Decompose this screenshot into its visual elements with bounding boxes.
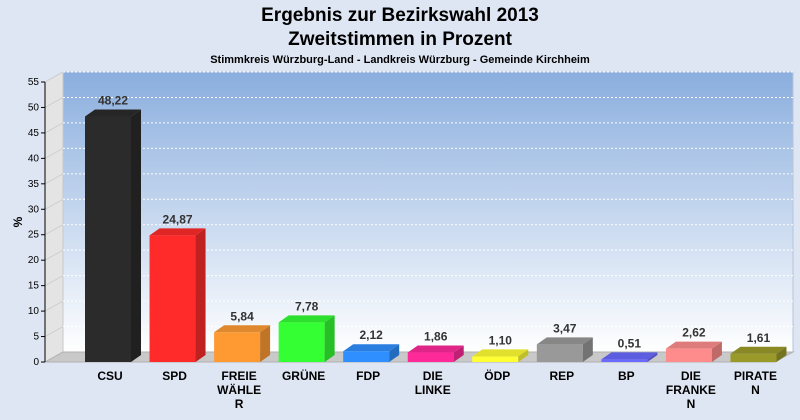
bar [472, 356, 519, 362]
y-tick-label: 55 [28, 77, 40, 88]
y-tick-label: 20 [28, 255, 40, 266]
bar-side [518, 349, 529, 362]
bar-top [536, 337, 593, 345]
gridline-wall [44, 122, 64, 134]
bar-top [601, 352, 658, 360]
x-tick-label: N [751, 383, 760, 397]
data-label: 5,84 [230, 309, 254, 323]
plot-left-wall [44, 71, 64, 363]
bar-top [85, 109, 141, 117]
y-tick-label: 50 [28, 102, 40, 113]
x-tick-label: SPD [162, 369, 187, 383]
bar [730, 353, 777, 362]
bar-side [711, 341, 722, 362]
data-label: 1,10 [489, 333, 513, 347]
gridline-wall [44, 71, 64, 83]
x-tick-label: BP [618, 369, 635, 383]
y-axis-label: % [11, 216, 25, 227]
x-tick-label: ÖDP [484, 368, 510, 383]
bar [214, 332, 261, 362]
bar-side [131, 109, 141, 363]
chart-subtitle: Stimmkreis Würzburg-Land - Landkreis Wür… [210, 54, 590, 66]
bar-top [730, 346, 787, 354]
y-tick-label: 45 [28, 128, 40, 139]
data-label: 1,86 [424, 330, 448, 344]
data-label: 7,78 [295, 299, 319, 313]
x-tick-label: GRÜNE [282, 368, 325, 383]
gridline-wall [44, 147, 64, 159]
x-tick-label: FRANKE [666, 383, 716, 397]
gridline-wall [44, 173, 64, 185]
bar [407, 352, 454, 362]
y-tick-label: 40 [28, 153, 40, 164]
bar [343, 351, 390, 362]
y-tick-label: 25 [28, 230, 40, 241]
x-tick-label: CSU [97, 369, 122, 383]
bar-top [472, 349, 529, 357]
data-label: 3,47 [553, 321, 577, 335]
x-tick-label: DIE [423, 369, 443, 383]
gridline-wall [44, 249, 64, 261]
bar-side [776, 346, 787, 362]
bar-side [647, 352, 658, 362]
bar-top [665, 341, 722, 349]
bar-top [149, 228, 206, 236]
bar-top [278, 315, 335, 323]
data-label: 2,12 [360, 328, 384, 342]
y-tick-label: 10 [28, 306, 40, 317]
bar [278, 322, 325, 362]
data-label: 2,62 [682, 326, 706, 340]
y-tick-label: 5 [33, 332, 39, 343]
y-tick-label: 0 [33, 357, 39, 368]
bar [85, 116, 131, 363]
x-tick-label: N [687, 397, 696, 411]
gridline-wall [44, 300, 64, 312]
bar-side [389, 344, 400, 362]
y-tick-label: 30 [28, 204, 40, 215]
gridline-wall [44, 224, 64, 236]
y-tick-label: 15 [28, 281, 40, 292]
bar-side [324, 315, 335, 362]
bar-side [195, 228, 206, 362]
chart-title-line2: Zweitstimmen in Prozent [288, 29, 512, 50]
x-tick-label: FDP [356, 369, 380, 383]
x-tick-label: LINKE [415, 383, 451, 397]
y-tick-label: 35 [28, 179, 40, 190]
bar [601, 359, 648, 362]
chart-title-line1: Ergebnis zur Bezirkswahl 2013 [261, 5, 539, 26]
bar-side [260, 325, 271, 362]
bar [149, 235, 196, 362]
x-tick-label: R [235, 397, 244, 411]
gridline-wall [44, 275, 64, 287]
gridline-wall [44, 198, 64, 210]
chart-title: Ergebnis zur Bezirkswahl 2013 Zweitstimm… [0, 4, 800, 52]
bar-side [582, 337, 593, 362]
data-label: 24,87 [163, 212, 193, 226]
x-tick-label: WÄHLE [217, 382, 261, 397]
data-label: 48,22 [98, 94, 128, 108]
x-tick-label: FREIE [221, 369, 256, 383]
bar-top [214, 325, 271, 333]
x-tick-label: DIE [681, 369, 701, 383]
gridline-wall [44, 97, 64, 108]
bar-top [343, 344, 400, 352]
x-tick-label: REP [549, 369, 574, 383]
bar-top [407, 345, 464, 353]
bar-side [453, 345, 464, 362]
data-label: 0,51 [618, 336, 642, 350]
bar [536, 344, 583, 362]
gridline-wall [44, 326, 64, 337]
data-label: 1,61 [747, 331, 771, 345]
x-tick-label: PIRATE [734, 369, 777, 383]
bar [665, 348, 712, 362]
